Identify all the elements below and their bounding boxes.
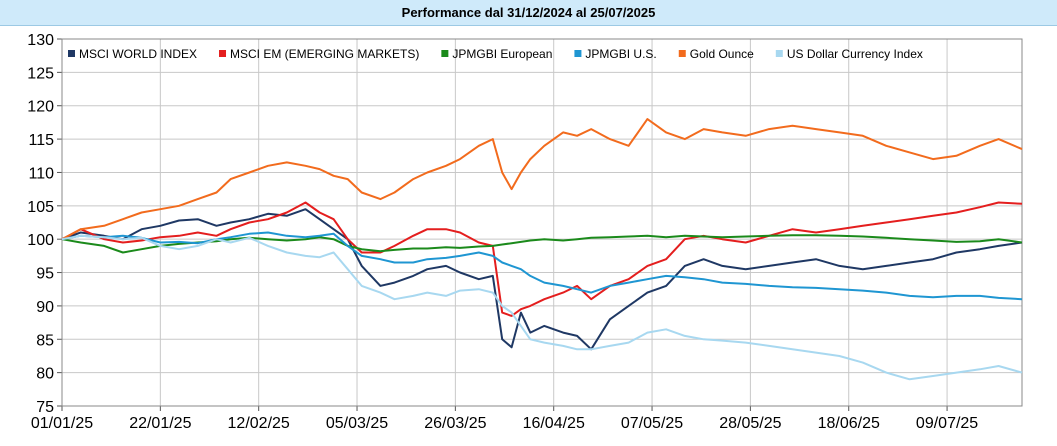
legend-swatch bbox=[219, 50, 227, 57]
legend-label: JPMGBI European bbox=[452, 47, 552, 61]
x-tick-label: 07/05/25 bbox=[621, 415, 683, 432]
chart-title: Performance dal 31/12/2024 al 25/07/2025 bbox=[0, 0, 1057, 26]
y-tick-label: 85 bbox=[36, 332, 54, 349]
y-tick-label: 95 bbox=[36, 266, 54, 283]
legend: MSCI WORLD INDEX MSCI EM (EMERGING MARKET… bbox=[68, 47, 923, 61]
x-tick-label: 18/06/25 bbox=[818, 415, 880, 432]
legend-swatch bbox=[678, 50, 686, 57]
series-line-jpmgbi-european bbox=[61, 234, 1023, 254]
series-line-gold-ounce bbox=[61, 118, 1023, 241]
plot-frame bbox=[61, 38, 1023, 407]
y-tick-label: 120 bbox=[27, 99, 54, 116]
y-tick-label: 105 bbox=[27, 199, 54, 216]
y-tick-label: 115 bbox=[28, 132, 54, 149]
legend-label: US Dollar Currency Index bbox=[787, 47, 923, 61]
y-tick-label: 90 bbox=[36, 299, 54, 316]
x-tick-label: 22/01/25 bbox=[129, 415, 191, 432]
y-tick-label: 75 bbox=[36, 399, 54, 416]
series-line-us-dollar-currency-index bbox=[61, 234, 1023, 381]
y-tick-label: 130 bbox=[27, 32, 54, 49]
x-tick-label: 09/07/25 bbox=[916, 415, 978, 432]
series-line-msci-world-index bbox=[61, 208, 1023, 351]
legend-swatch bbox=[574, 50, 582, 57]
x-tick-label: 16/04/25 bbox=[523, 415, 585, 432]
legend-swatch bbox=[775, 50, 783, 57]
x-tick-label: 28/05/25 bbox=[719, 415, 781, 432]
x-tick-label: 26/03/25 bbox=[424, 415, 486, 432]
y-tick-label: 125 bbox=[27, 65, 54, 82]
series-line-msci-em-emerging-markets bbox=[61, 201, 1023, 317]
legend-swatch bbox=[68, 50, 75, 57]
y-tick-label: 110 bbox=[28, 165, 54, 182]
legend-label: Gold Ounce bbox=[690, 47, 754, 61]
legend-label: MSCI WORLD INDEX bbox=[79, 47, 197, 61]
legend-swatch bbox=[441, 50, 449, 57]
y-tick-label: 80 bbox=[36, 366, 54, 383]
x-tick-label: 01/01/25 bbox=[31, 415, 93, 432]
series-layer bbox=[61, 118, 1023, 381]
x-tick-label: 12/02/25 bbox=[228, 415, 290, 432]
series-line-jpmgbi-u-s bbox=[61, 231, 1023, 301]
legend-label: MSCI EM (EMERGING MARKETS) bbox=[230, 47, 419, 61]
legend-label: JPMGBI U.S. bbox=[585, 47, 656, 61]
x-tick-label: 05/03/25 bbox=[326, 415, 388, 432]
y-tick-label: 100 bbox=[27, 232, 54, 249]
axis-layer: 75 80 85 90 95 100 105 110 115 120 125 130 01/01/25 2… bbox=[27, 32, 1023, 432]
